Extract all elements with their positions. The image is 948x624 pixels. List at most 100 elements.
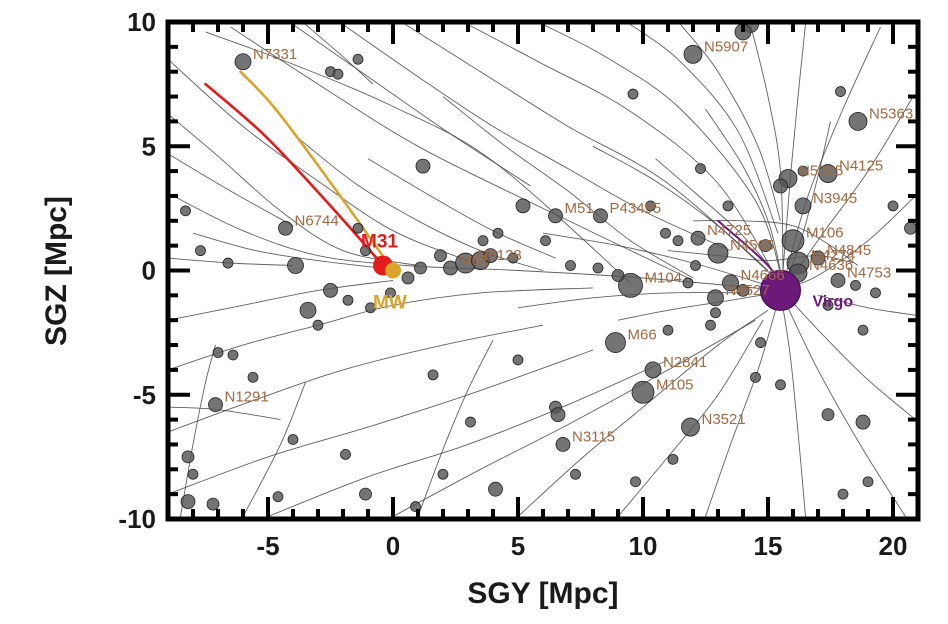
galaxy-label-m66: M66 bbox=[628, 327, 657, 344]
x-tick-label: 10 bbox=[629, 531, 658, 561]
flow-line bbox=[517, 309, 769, 517]
galaxy-point bbox=[773, 178, 788, 194]
galaxy-point bbox=[660, 227, 671, 239]
galaxy-point bbox=[512, 354, 524, 366]
flow-line bbox=[655, 158, 774, 271]
galaxy-label-p43495: P43495 bbox=[610, 200, 662, 217]
x-tick-label: 0 bbox=[386, 531, 400, 561]
galaxy-point bbox=[565, 260, 576, 271]
galaxy-point bbox=[180, 494, 196, 510]
galaxy-point bbox=[736, 283, 750, 297]
galaxy-point bbox=[434, 249, 447, 262]
flow-line bbox=[168, 153, 294, 227]
y-axis-title: SGZ [Mpc] bbox=[40, 196, 73, 346]
galaxy-point bbox=[415, 158, 431, 174]
galaxy-point bbox=[483, 248, 498, 263]
virgo-point bbox=[760, 269, 801, 311]
galaxy-label-n3115: N3115 bbox=[572, 428, 615, 445]
galaxy-label-n6744: N6744 bbox=[295, 212, 339, 229]
galaxy-label-n4565: N4565 bbox=[730, 237, 774, 254]
galaxy-point bbox=[682, 277, 694, 289]
flow-line bbox=[168, 324, 544, 433]
flow-line bbox=[792, 302, 916, 420]
galaxy-point bbox=[488, 481, 503, 497]
galaxy-point bbox=[904, 221, 917, 235]
flow-line bbox=[705, 108, 781, 271]
galaxy-label-n4845: N4845 bbox=[827, 242, 871, 259]
flow-lines bbox=[168, 24, 916, 517]
galaxy-point bbox=[299, 301, 317, 319]
galaxy-label-n3521: N3521 bbox=[702, 411, 746, 428]
galaxy-point bbox=[465, 416, 476, 428]
y-tick-label: 10 bbox=[127, 7, 156, 37]
x-tick-label: -5 bbox=[256, 531, 279, 561]
flow-line bbox=[592, 145, 769, 271]
galaxy-point bbox=[710, 307, 721, 319]
galaxy-point bbox=[672, 235, 684, 247]
flow-line bbox=[405, 24, 781, 284]
flow-line bbox=[817, 294, 916, 316]
flow-line bbox=[168, 349, 594, 495]
galaxy-point-n4565 bbox=[707, 242, 729, 264]
flow-line bbox=[667, 250, 854, 264]
galaxy-point-n5363 bbox=[848, 112, 868, 131]
galaxy-point bbox=[515, 198, 531, 214]
flow-line bbox=[180, 344, 216, 517]
galaxy-point bbox=[359, 487, 372, 501]
galaxy-label-n4725: N4725 bbox=[707, 222, 751, 239]
galaxy-point-n4527 bbox=[707, 289, 724, 307]
flow-line bbox=[442, 96, 694, 279]
flow-line bbox=[542, 24, 784, 284]
highlight-labels: M31 MW Virgo bbox=[361, 232, 853, 314]
galaxy-point bbox=[705, 319, 716, 331]
galaxy-label-n5907: N5907 bbox=[704, 38, 748, 55]
galaxy-point bbox=[821, 408, 835, 422]
galaxy-point-n3521 bbox=[681, 417, 700, 437]
y-tick-label: -5 bbox=[133, 380, 156, 410]
galaxy-label-m81: M81 bbox=[460, 252, 489, 269]
galaxy-point bbox=[540, 235, 551, 247]
galaxy-point-n1291 bbox=[208, 397, 223, 413]
galaxy-point-n7331 bbox=[234, 53, 252, 71]
galaxy-label-n4636: N4636 bbox=[809, 257, 853, 274]
flow-line bbox=[630, 24, 779, 234]
galaxy-label-n3945: N3945 bbox=[813, 190, 857, 207]
galaxy-point bbox=[212, 347, 224, 358]
flow-line bbox=[787, 307, 906, 517]
galaxy-point bbox=[437, 468, 449, 480]
galaxy-point bbox=[312, 319, 324, 331]
galaxy-label-n4753: N4753 bbox=[847, 264, 891, 281]
galaxy-point bbox=[835, 86, 846, 97]
flow-line bbox=[305, 24, 374, 85]
galaxy-label-n1291: N1291 bbox=[225, 389, 269, 406]
galaxy-point-n4753 bbox=[830, 273, 846, 288]
mw-label: MW bbox=[373, 293, 407, 314]
x-tick-label: 15 bbox=[754, 531, 783, 561]
galaxy-point bbox=[365, 302, 376, 314]
mw-point bbox=[385, 262, 401, 279]
galaxy-point bbox=[507, 252, 519, 264]
galaxy-point bbox=[477, 235, 489, 247]
galaxy-label-n4666: N4666 bbox=[741, 267, 785, 284]
flow-line bbox=[692, 219, 859, 266]
galaxy-point bbox=[247, 371, 259, 383]
galaxy-label-n7331: N7331 bbox=[253, 46, 297, 63]
galaxy-label-n4274: N4274 bbox=[811, 247, 855, 264]
galaxy-label-m51: M51 bbox=[565, 200, 594, 217]
galaxy-point bbox=[570, 468, 581, 480]
flow-line bbox=[168, 58, 469, 262]
galaxy-point bbox=[206, 497, 220, 511]
galaxy-point bbox=[342, 294, 354, 306]
galaxy-point bbox=[722, 200, 734, 212]
galaxy-point bbox=[627, 88, 639, 100]
galaxy-point bbox=[181, 450, 195, 464]
galaxy-point bbox=[630, 476, 641, 488]
mw-track bbox=[239, 70, 395, 272]
galaxy-label-m106: M106 bbox=[806, 225, 844, 242]
galaxy-point bbox=[287, 434, 299, 445]
flow-line bbox=[205, 31, 631, 284]
flow-line bbox=[192, 232, 381, 269]
galaxy-point-m66 bbox=[605, 332, 626, 353]
galaxy-point bbox=[695, 163, 706, 175]
flow-line bbox=[170, 406, 281, 421]
